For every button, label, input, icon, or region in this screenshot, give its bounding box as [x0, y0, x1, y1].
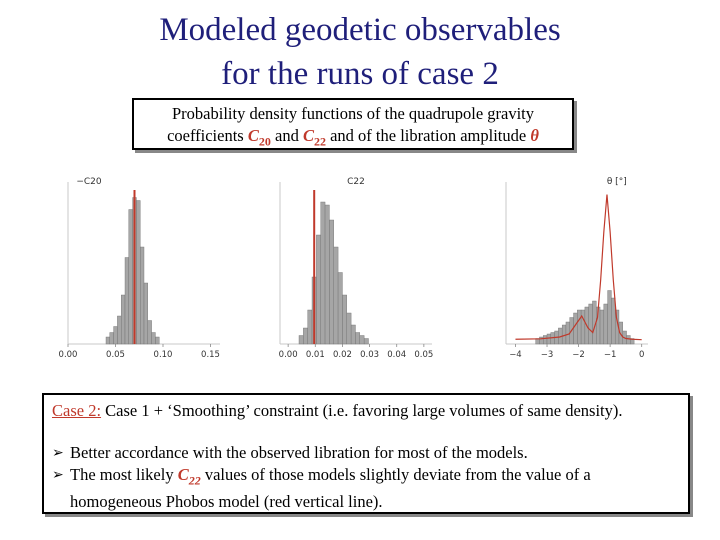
- c22-bar: [329, 219, 334, 345]
- theta-chart-title: θ [°]: [607, 177, 627, 187]
- theta-bar: [588, 303, 593, 345]
- c20-bar: [109, 332, 114, 345]
- c22-bar: [307, 309, 313, 345]
- theta-bar: [543, 335, 548, 345]
- c22-bar: [359, 335, 365, 345]
- bullet-2-line-2: homogeneous Phobos model (red vertical l…: [70, 492, 383, 512]
- theta-tick-label: −3: [541, 350, 554, 360]
- pdf-line-1: Probability density functions of the qua…: [171, 104, 535, 123]
- c20-bar: [121, 294, 126, 345]
- theta-bar: [626, 335, 631, 345]
- c22-bar: [342, 294, 347, 345]
- theta-bar: [573, 312, 578, 345]
- c20-tick-label: 0.00: [59, 350, 78, 360]
- theta-tick-label: 0: [639, 350, 644, 360]
- c20-bar: [128, 209, 133, 345]
- c22-bar: [316, 234, 321, 345]
- c20-bar: [124, 257, 129, 345]
- c22-histogram: C22 0.00 0.01 0.02 0.03 0.04 0.05: [279, 177, 434, 360]
- bullet-2-suffix: values of those models slightly deviate …: [200, 465, 591, 484]
- c22-bar: [355, 332, 361, 345]
- c22-bar: [333, 246, 339, 345]
- case-label: Case 2:: [52, 401, 102, 420]
- c22-tick-label: 0.00: [279, 350, 298, 360]
- arrow-bullet-icon: ➢: [52, 467, 64, 483]
- c22-tick-label: 0.05: [414, 350, 433, 360]
- title-line-2: for the runs of case 2: [221, 56, 499, 92]
- c22-bar: [298, 335, 304, 345]
- theta-tick-label: −4: [509, 350, 522, 360]
- theta-tick-label: −1: [604, 350, 617, 360]
- c20-label: C20: [247, 126, 271, 149]
- theta-bar: [611, 297, 616, 345]
- c20-histogram: −C20 0.00 0.05 0.10 0.15: [59, 177, 220, 360]
- c22-tick-label: 0.01: [306, 350, 325, 360]
- c22-bar: [320, 201, 326, 345]
- c22-tick-label: 0.04: [387, 350, 406, 360]
- c20-tick-label: 0.05: [106, 350, 125, 360]
- pdf-line-2-mid: and of the libration amplitude: [325, 126, 531, 145]
- theta-density-curve: [515, 194, 642, 341]
- arrow-bullet-icon: ➢: [52, 445, 64, 461]
- case-description-box: Case 2: Case 1 + ‘Smoothing’ constraint …: [42, 393, 690, 514]
- c22-bar: [324, 204, 330, 345]
- case-text: Case 1 + ‘Smoothing’ constraint (i.e. fa…: [101, 401, 623, 420]
- c22-bar: [346, 312, 352, 345]
- c20-bar: [147, 320, 152, 345]
- bullet-2-prefix: The most likely: [70, 465, 178, 484]
- bullet-1: ➢ Better accordance with the observed li…: [52, 442, 680, 464]
- c22-bar: [350, 324, 356, 345]
- c20-bar: [139, 246, 145, 345]
- title-line-1: Modeled geodetic observables: [159, 12, 561, 48]
- theta-bar: [561, 324, 567, 345]
- bullet-1-text: Better accordance with the observed libr…: [70, 443, 528, 462]
- c22-label: C22: [302, 126, 326, 149]
- theta-bar: [599, 309, 605, 345]
- theta-bar: [607, 290, 612, 345]
- pdf-and: and: [270, 126, 303, 145]
- pdf-line-2-prefix: coefficients: [167, 126, 248, 145]
- c20-tick-label: 0.15: [201, 350, 220, 360]
- c20-bar: [136, 200, 141, 345]
- theta-bar: [577, 309, 582, 345]
- c22-bar: [303, 327, 308, 345]
- theta-bar: [603, 303, 608, 345]
- c22-tick-label: 0.03: [360, 350, 379, 360]
- c20-bar: [143, 282, 148, 345]
- slide-title: Modeled geodetic observables for the run…: [0, 8, 720, 96]
- theta-histogram: θ [°] −4 −3 −2 −1 0: [505, 177, 648, 360]
- c20-chart-title: −C20: [76, 177, 102, 187]
- c20-tick-label: 0.10: [154, 350, 173, 360]
- bullet-2: ➢ The most likely C22 values of those mo…: [52, 464, 680, 513]
- theta-label: θ: [530, 126, 539, 145]
- c22-bar: [337, 272, 343, 345]
- pdf-description-box: Probability density functions of the qua…: [132, 98, 574, 150]
- theta-bar: [546, 333, 552, 345]
- c20-bar: [105, 336, 110, 345]
- c22-chart-title: C22: [347, 177, 365, 187]
- c22-tick-label: 0.02: [333, 350, 352, 360]
- theta-tick-label: −2: [572, 350, 585, 360]
- c20-bar: [151, 332, 156, 345]
- c20-bar: [113, 326, 118, 345]
- c20-bar: [117, 315, 122, 345]
- c22-bar: [363, 338, 369, 345]
- c20-bar: [155, 336, 160, 345]
- bullet-2-c22: C22: [177, 465, 201, 488]
- theta-bar: [630, 338, 635, 345]
